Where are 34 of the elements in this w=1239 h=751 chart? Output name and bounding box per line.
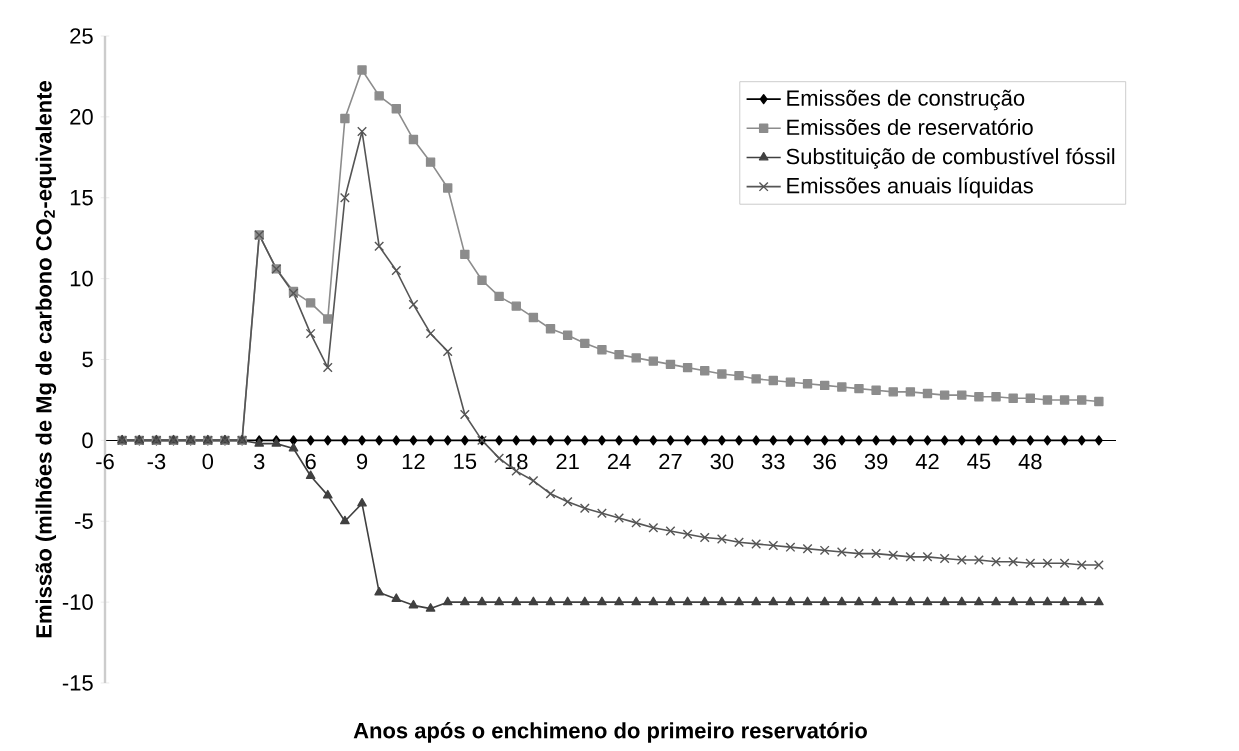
y-tick-label: -5 xyxy=(75,513,93,529)
x-tick-label: 6 xyxy=(305,453,316,470)
x-tick-label: 33 xyxy=(761,453,785,470)
x-tick-label: 3 xyxy=(253,453,265,470)
legend-label: Emissões de construção xyxy=(787,89,1025,111)
y-tick-label: 20 xyxy=(70,109,93,125)
y-tick-label: 25 xyxy=(70,28,93,44)
y-axis-title: Emissão (milhões de Mg de carbono CO$_{2}$-equivalente xyxy=(35,81,57,638)
x-tick-label: 42 xyxy=(915,453,939,470)
y-tick-label: 15 xyxy=(70,190,93,206)
y-tick-label: 10 xyxy=(70,270,93,287)
x-tick-label: 24 xyxy=(607,453,631,470)
x-tick-label: 48 xyxy=(1018,453,1042,470)
x-tick-label: -3 xyxy=(147,453,166,470)
x-axis-title: Anos após o enchimeno do primeiro reservatório xyxy=(353,722,867,743)
y-tick-label: 0 xyxy=(82,432,93,449)
legend-label: Emissões de reservatório xyxy=(787,118,1033,136)
x-tick-label: 30 xyxy=(710,453,734,470)
x-tick-label: 21 xyxy=(556,453,579,470)
y-tick-label: -15 xyxy=(62,675,93,691)
y-tick-label: -10 xyxy=(62,594,93,610)
x-tick-label: 15 xyxy=(454,453,477,470)
x-tick-label: 27 xyxy=(659,453,682,470)
y-tick-label: 5 xyxy=(82,351,93,368)
x-tick-label: 9 xyxy=(356,453,368,470)
x-tick-label: -6 xyxy=(96,453,114,470)
x-tick-label: 36 xyxy=(813,453,836,470)
x-tick-label: 12 xyxy=(402,453,425,470)
legend-label: Emissões anuais líquidas xyxy=(787,177,1033,198)
x-tick-label: 45 xyxy=(967,453,991,470)
x-tick-label: 18 xyxy=(505,453,528,470)
x-tick-label: 39 xyxy=(864,453,888,470)
x-tick-label: 0 xyxy=(202,453,214,470)
legend-label: Substituição de combustível fóssil xyxy=(786,147,1115,169)
